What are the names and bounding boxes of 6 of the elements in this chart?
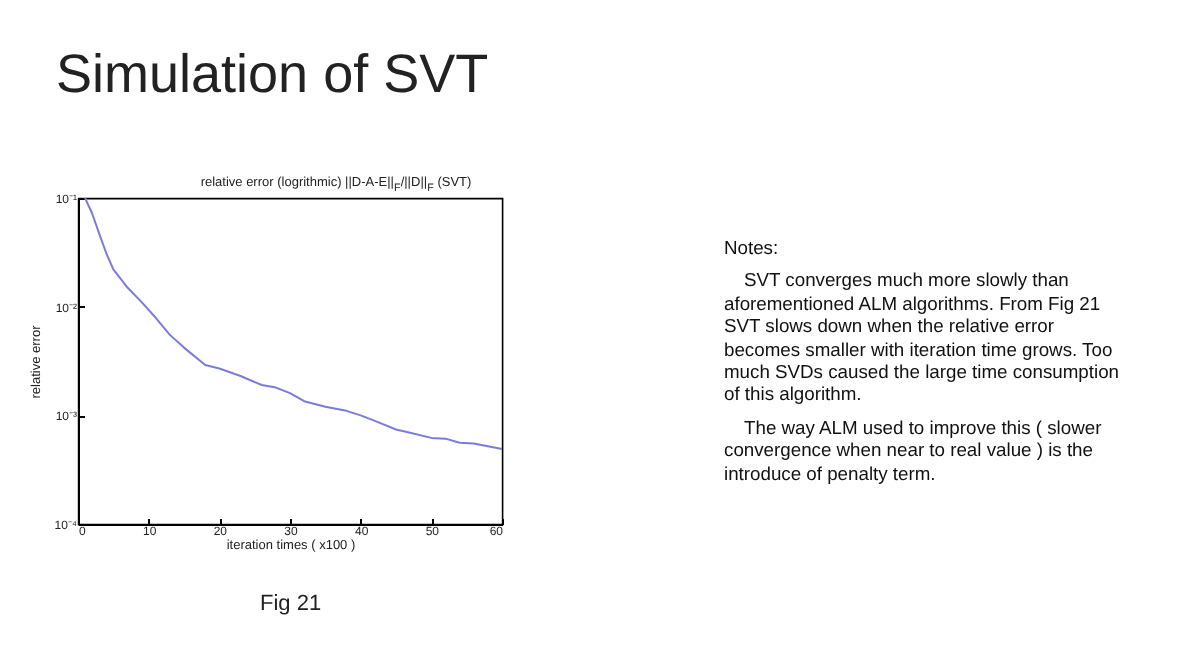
text: SVT converges much more slowly than aforementioned ALM algorithms. From Fig 21 SVT slows down when the relative error becomes smaller with iteration time grows. Too much SVDs caused the large time consumption of this algorithm. [724,268,1121,406]
text: Notes: [724,236,781,259]
text: The way ALM used to improve this ( slower convergence when near to real value ) is the introduce of penalty term. [724,415,1104,485]
chart-title: Simulation of SVT [56,44,489,106]
caption: Fig 21 [260,592,322,616]
line-series [84,197,503,450]
